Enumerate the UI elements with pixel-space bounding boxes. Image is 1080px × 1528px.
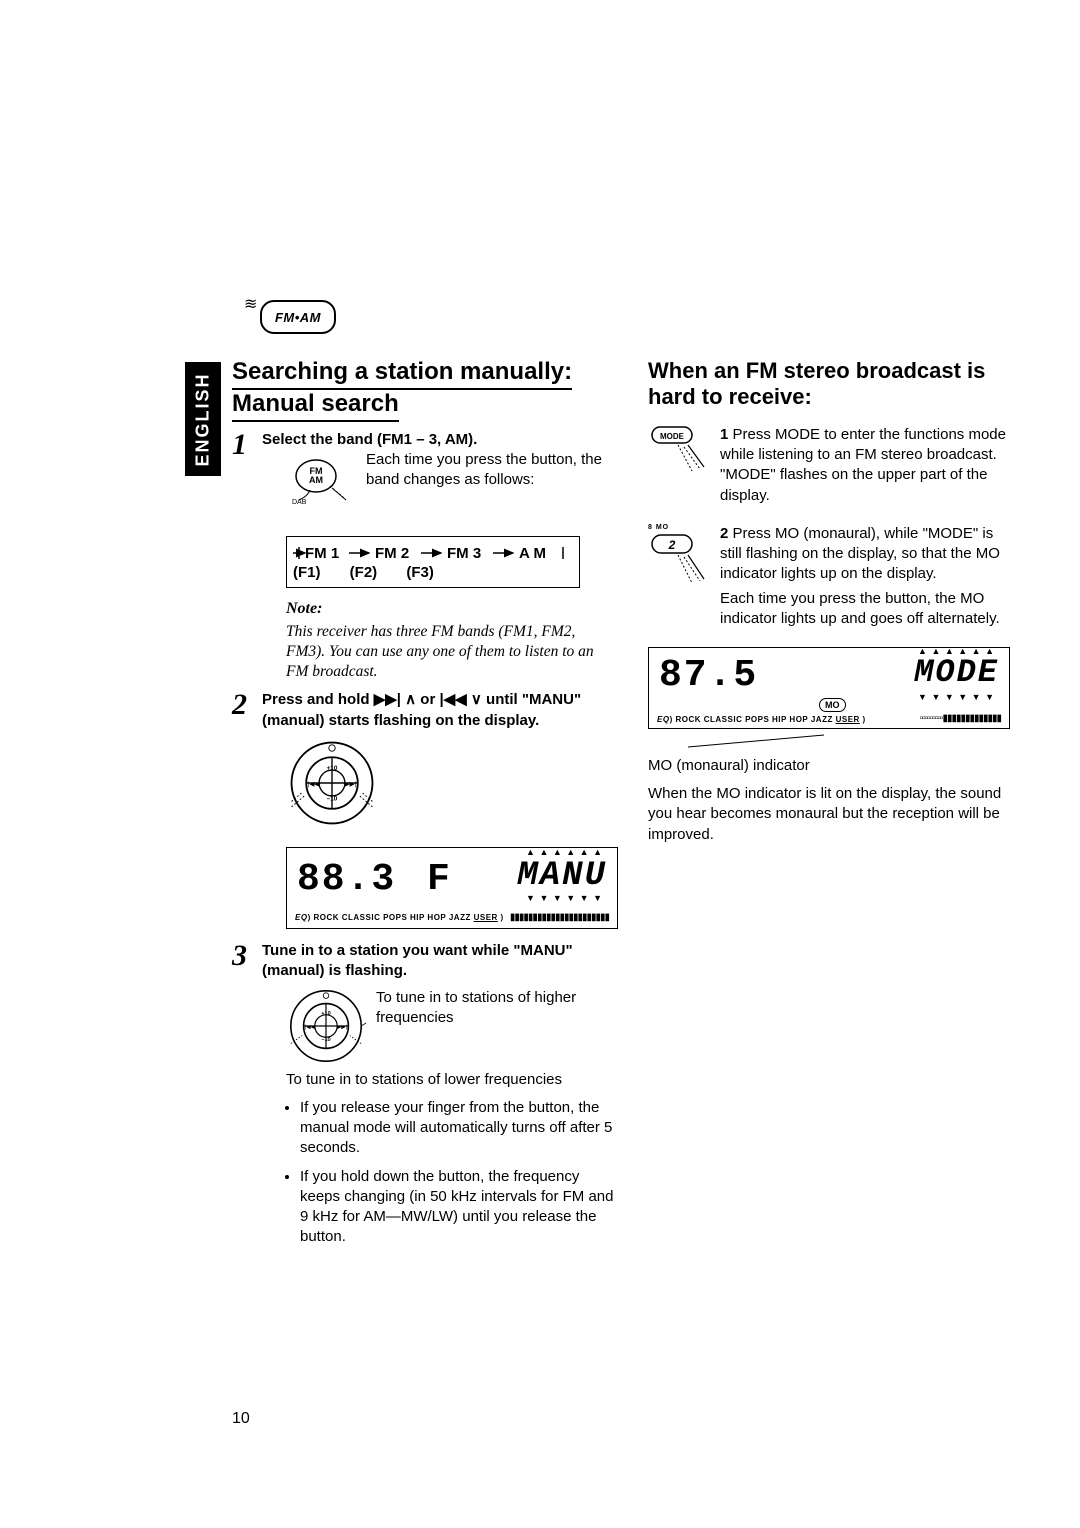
language-label: ENGLISH [193, 372, 214, 466]
lcd1-freq: 88.3 [297, 854, 396, 905]
step-1-number: 1 [232, 430, 252, 683]
svg-text:–10: –10 [321, 1037, 330, 1043]
step-3-bullet-1: If you release your finger from the butt… [300, 1098, 618, 1159]
lcd2-mode: MODE [914, 654, 999, 691]
svg-text:2: 2 [668, 538, 676, 552]
svg-text:FM 1: FM 1 [305, 545, 339, 562]
step-3-lo: To tune in to stations of lower frequenc… [286, 1070, 618, 1090]
left-title: Searching a station manually: Manual sea… [232, 358, 618, 422]
mo-indicator: MO [819, 698, 846, 712]
content-columns: Searching a station manually: Manual sea… [232, 350, 968, 1256]
step-1-head: Select the band (FM1 – 3, AM). [262, 430, 618, 450]
right-step-2-number: 2 [720, 525, 728, 542]
svg-text:A M: A M [519, 545, 546, 562]
step-3: 3 Tune in to a station you want while "M… [232, 941, 618, 1256]
svg-text:+10: +10 [327, 765, 338, 772]
lcd2-bars: ▫▫▫▫▫▫▫▫▫▮▮▮▮▮▮▮▮▮▮▮▮▮ [920, 713, 1001, 724]
svg-text:–10: –10 [327, 795, 338, 802]
fm-am-badge: FM•AM [260, 300, 336, 334]
right-step-2-body-a: Press MO (monaural), while "MODE" is sti… [720, 525, 1000, 583]
right-step-1: MODE 1 Press MODE to enter the functions… [648, 425, 1008, 506]
note-body: This receiver has three FM bands (FM1, F… [286, 622, 618, 682]
left-title-line2: Manual search [232, 390, 399, 422]
mo-caption: MO (monaural) indicator [648, 757, 1008, 774]
tri-down-row-2: ▼ ▼ ▼ ▼ ▼ ▼ [918, 692, 995, 702]
fm-am-button-icon: FM AM DAB [286, 452, 352, 522]
svg-text:AM: AM [309, 475, 323, 485]
lcd1-eq-strip: EQ) ROCK CLASSIC POPS HIP HOP JAZZ USER … [295, 913, 504, 924]
svg-text:FM 2: FM 2 [375, 545, 409, 562]
step-3-bullet-2: If you hold down the button, the frequen… [300, 1167, 618, 1248]
left-column: Searching a station manually: Manual sea… [232, 350, 618, 1256]
lcd-display-1: ▲ ▲ ▲ ▲ ▲ ▲ 88.3 F MANU ▼ ▼ ▼ ▼ ▼ ▼ EQ) … [286, 847, 618, 929]
mo-pointer-line [648, 733, 1008, 751]
right-step-1-body: Press MODE to enter the functions mode w… [720, 426, 1006, 504]
band-row2: (F1) (F2) (F3) [293, 563, 573, 583]
step-3-bullets: If you release your finger from the butt… [286, 1098, 618, 1248]
svg-text:|◀◀: |◀◀ [308, 781, 320, 788]
step-2-head: Press and hold ▶▶| ∧ or |◀◀ ∨ until "MAN… [262, 690, 618, 731]
note-label: Note: [286, 598, 618, 620]
right-column: When an FM stereo broadcast is hard to r… [648, 350, 1008, 1256]
lcd-display-2: ▲ ▲ ▲ ▲ ▲ ▲ 87.5 MODE ▼ ▼ ▼ ▼ ▼ ▼ MO EQ)… [648, 647, 1010, 729]
step-1: 1 Select the band (FM1 – 3, AM). FM AM D… [232, 430, 618, 683]
lcd2-eq-strip: EQ) ROCK CLASSIC POPS HIP HOP JAZZ USER … [657, 715, 866, 724]
svg-text:MODE: MODE [660, 432, 685, 441]
right-step-1-number: 1 [720, 426, 728, 443]
band-cycle-box: FM 1 FM 2 FM 3 A M [286, 536, 580, 588]
right-step-2: 8 MO 2 2 Press MO (monaural), while "MOD… [648, 524, 1008, 629]
left-title-line1: Searching a station manually: [232, 358, 572, 390]
svg-text:FM 3: FM 3 [447, 545, 481, 562]
step-2-number: 2 [232, 690, 252, 933]
mo-button-icon: 8 MO 2 [648, 524, 708, 629]
language-tab: ENGLISH [185, 362, 221, 476]
svg-text:|◀◀: |◀◀ [305, 1024, 316, 1030]
svg-text:▶▶|: ▶▶| [345, 781, 357, 788]
lcd1-bars: ▮▮▮▮▮▮▮▮▮▮▮▮▮▮▮▮▮▮▮▮▮▮ [510, 911, 609, 925]
right-title: When an FM stereo broadcast is hard to r… [648, 358, 1008, 411]
lcd1-band: F [427, 854, 452, 905]
tri-down-row: ▼ ▼ ▼ ▼ ▼ ▼ [526, 892, 603, 904]
right-closing: When the MO indicator is lit on the disp… [648, 784, 1008, 845]
mode-button-icon: MODE [648, 425, 708, 506]
right-step-2-body-b: Each time you press the button, the MO i… [720, 590, 1000, 627]
control-dial-small-icon: +10 –10 |◀◀ ▶▶| [286, 986, 366, 1066]
step-3-head: Tune in to a station you want while "MAN… [262, 941, 618, 982]
badge-waves: ≋ [244, 300, 257, 310]
page-number: 10 [232, 1410, 250, 1428]
control-dial-icon: +10 –10 |◀◀ ▶▶| [286, 737, 378, 829]
svg-text:▶▶|: ▶▶| [337, 1024, 347, 1030]
step-3-number: 3 [232, 941, 252, 1256]
step-2: 2 Press and hold ▶▶| ∧ or |◀◀ ∨ until "M… [232, 690, 618, 933]
seek-icons: ▶▶| ∧ or |◀◀ ∨ [374, 691, 482, 708]
lcd2-freq: 87.5 [659, 654, 758, 697]
svg-text:+10: +10 [321, 1010, 331, 1016]
